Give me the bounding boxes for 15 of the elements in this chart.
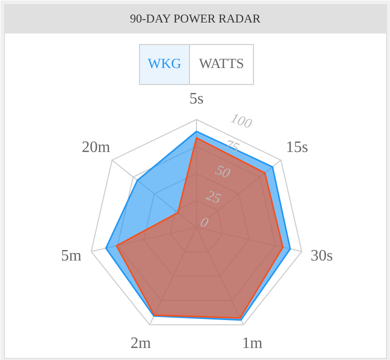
spoke-label: 15s bbox=[286, 138, 308, 156]
spoke-label: 1m bbox=[242, 334, 264, 352]
spoke-label: 30s bbox=[310, 248, 333, 265]
y-tick-label: 25 bbox=[204, 188, 222, 208]
spoke-label: 5m bbox=[60, 248, 82, 265]
y-tick-label: 100 bbox=[228, 111, 254, 132]
text: WKG bbox=[148, 57, 182, 72]
spoke-label: 2m bbox=[130, 334, 152, 352]
y-tick-label: 0 bbox=[198, 215, 210, 232]
text: WATTS bbox=[198, 57, 244, 72]
y-tick-label: 50 bbox=[213, 163, 232, 182]
y-tick-label: 75 bbox=[222, 138, 241, 157]
spoke-label: 5s bbox=[189, 90, 204, 108]
chart-title: 90-DAY POWER RADAR bbox=[130, 12, 261, 26]
spoke-label: 20m bbox=[82, 138, 111, 156]
